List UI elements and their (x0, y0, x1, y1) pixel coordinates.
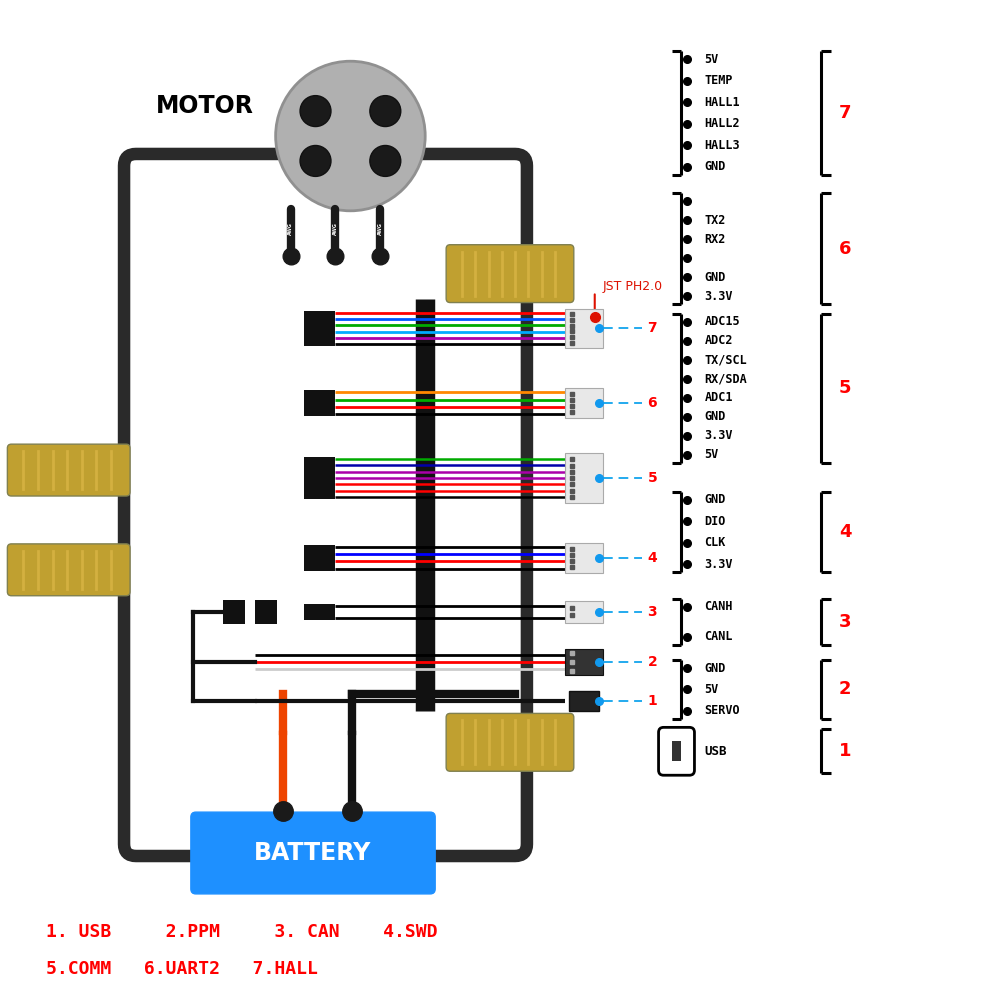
Text: 6: 6 (648, 396, 657, 410)
FancyBboxPatch shape (446, 713, 574, 771)
Text: HALL2: HALL2 (704, 117, 740, 130)
Text: CANH: CANH (704, 600, 733, 613)
Text: 1. USB     2.PPM     3. CAN    4.SWD: 1. USB 2.PPM 3. CAN 4.SWD (46, 923, 438, 941)
Bar (255, 600, 277, 624)
Text: 3.3V: 3.3V (704, 558, 733, 571)
Bar (223, 600, 245, 624)
Text: RX/SDA: RX/SDA (704, 372, 747, 385)
Text: GND: GND (704, 662, 726, 675)
FancyBboxPatch shape (191, 812, 435, 894)
Bar (672, 741, 681, 761)
Circle shape (370, 145, 401, 176)
FancyBboxPatch shape (659, 727, 694, 775)
Text: JST PH2.0: JST PH2.0 (603, 280, 663, 293)
Circle shape (300, 96, 331, 127)
FancyBboxPatch shape (7, 444, 130, 496)
Text: 1: 1 (839, 742, 852, 760)
Text: 7: 7 (648, 321, 657, 335)
Text: RX2: RX2 (704, 233, 726, 246)
Text: 5.COMM   6.UART2   7.HALL: 5.COMM 6.UART2 7.HALL (46, 960, 318, 978)
Text: 3: 3 (648, 605, 657, 619)
Text: GND: GND (704, 160, 726, 173)
Text: 4: 4 (839, 523, 852, 541)
Text: HALL3: HALL3 (704, 139, 740, 152)
Text: ADC15: ADC15 (704, 315, 740, 328)
Text: SERVO: SERVO (704, 704, 740, 717)
Bar (565, 453, 603, 503)
Text: 5V: 5V (704, 53, 719, 66)
Text: CLK: CLK (704, 536, 726, 549)
Bar (304, 457, 335, 499)
Text: MOTOR: MOTOR (156, 94, 254, 118)
Text: 3: 3 (839, 613, 852, 631)
Text: ADC1: ADC1 (704, 391, 733, 404)
Bar (565, 388, 603, 418)
Bar (565, 309, 603, 348)
Bar (304, 604, 335, 620)
Bar (304, 390, 335, 416)
Text: GND: GND (704, 493, 726, 506)
Bar (304, 311, 335, 346)
Text: GND: GND (704, 410, 726, 423)
Text: TX2: TX2 (704, 214, 726, 227)
Text: HALL1: HALL1 (704, 96, 740, 109)
Text: 3.3V: 3.3V (704, 290, 733, 303)
Text: 5: 5 (839, 379, 852, 397)
Text: GND: GND (704, 271, 726, 284)
Bar (565, 543, 603, 573)
Text: 5V: 5V (704, 448, 719, 461)
FancyBboxPatch shape (124, 154, 527, 856)
Text: ADC2: ADC2 (704, 334, 733, 347)
FancyBboxPatch shape (446, 245, 574, 303)
Text: 3.3V: 3.3V (704, 429, 733, 442)
Text: 5V: 5V (704, 683, 719, 696)
Text: 5: 5 (648, 471, 657, 485)
Text: BATTERY: BATTERY (254, 841, 371, 865)
Bar (565, 649, 603, 675)
Text: 4: 4 (648, 551, 657, 565)
Text: 7: 7 (839, 104, 852, 122)
Circle shape (370, 96, 401, 127)
Text: 6: 6 (839, 240, 852, 258)
Text: TEMP: TEMP (704, 74, 733, 87)
Text: CANL: CANL (704, 630, 733, 643)
Text: DIO: DIO (704, 515, 726, 528)
Circle shape (276, 61, 425, 211)
Circle shape (300, 145, 331, 176)
Text: AWG: AWG (333, 222, 338, 235)
Text: AWG: AWG (288, 222, 293, 235)
Text: USB: USB (704, 745, 727, 758)
FancyBboxPatch shape (7, 544, 130, 596)
Text: 2: 2 (648, 655, 657, 669)
Text: 1: 1 (648, 694, 657, 708)
Bar (304, 545, 335, 571)
Bar (569, 691, 599, 711)
Text: 2: 2 (839, 680, 852, 698)
Text: TX/SCL: TX/SCL (704, 353, 747, 366)
Text: AWG: AWG (378, 222, 383, 235)
Bar (565, 601, 603, 623)
